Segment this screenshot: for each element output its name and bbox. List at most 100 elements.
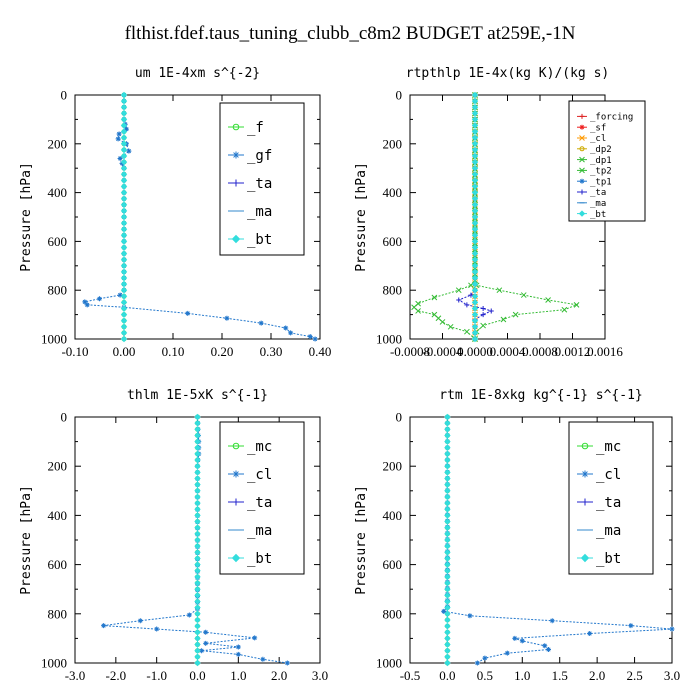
data-point bbox=[444, 549, 451, 556]
data-point bbox=[471, 250, 479, 257]
legend-label: _f bbox=[247, 120, 264, 136]
legend: _mc _cl _ta _ma _bt bbox=[219, 421, 305, 575]
data-point bbox=[444, 598, 451, 605]
data-point bbox=[545, 297, 551, 303]
y-tick-label: 800 bbox=[383, 606, 403, 621]
y-tick-label: 200 bbox=[383, 459, 403, 474]
y-tick-label: 1000 bbox=[41, 656, 67, 671]
data-point bbox=[186, 612, 192, 618]
data-point bbox=[471, 122, 479, 129]
data-point bbox=[154, 626, 160, 632]
chart-panel-1: um 1E-4xm s^{-2} Pressure [hPa] 0 200 400 600… bbox=[19, 66, 331, 359]
data-point bbox=[126, 148, 132, 154]
y-tick-label: 600 bbox=[48, 557, 68, 572]
x-tick-label: -0.10 bbox=[61, 344, 88, 359]
legend-marker bbox=[579, 189, 585, 195]
data-point bbox=[444, 629, 451, 636]
data-point bbox=[194, 622, 201, 630]
series-bt bbox=[194, 413, 201, 667]
data-point bbox=[471, 311, 479, 318]
data-point bbox=[120, 201, 128, 209]
data-point bbox=[194, 487, 201, 495]
data-point bbox=[185, 310, 191, 316]
data-point bbox=[444, 604, 451, 611]
data-point bbox=[235, 651, 241, 657]
legend-label: _tp2 bbox=[590, 167, 612, 177]
x-tick-label: 0.0 bbox=[439, 668, 455, 683]
y-tick-label: 1000 bbox=[376, 656, 402, 671]
data-point bbox=[447, 323, 454, 330]
x-tick-label: 0.20 bbox=[211, 344, 234, 359]
data-point bbox=[549, 618, 555, 624]
data-point bbox=[194, 506, 201, 513]
data-point bbox=[471, 140, 479, 148]
data-point bbox=[444, 592, 451, 599]
data-point bbox=[504, 650, 510, 656]
data-point bbox=[480, 312, 486, 318]
data-point bbox=[471, 256, 479, 263]
data-point bbox=[120, 152, 128, 160]
data-point bbox=[471, 262, 479, 270]
data-point bbox=[500, 316, 507, 323]
x-tick-label: -1.0 bbox=[146, 668, 167, 683]
data-point bbox=[194, 530, 201, 538]
data-point bbox=[471, 177, 479, 184]
x-tick-label: 0.0016 bbox=[587, 344, 623, 359]
y-tick-label: 200 bbox=[383, 136, 403, 151]
data-point bbox=[120, 299, 128, 306]
data-point bbox=[120, 335, 128, 343]
data-point bbox=[471, 286, 479, 294]
data-point bbox=[471, 158, 479, 166]
x-tick-label: 1.0 bbox=[514, 668, 530, 683]
chart-panel-3: thlm 1E-5xK s^{-1} Pressure [hPa] 0 200 400 6… bbox=[19, 388, 328, 683]
data-point bbox=[120, 122, 128, 129]
legend-label: _bt bbox=[247, 551, 272, 567]
data-point bbox=[199, 648, 205, 654]
y-tick-label: 400 bbox=[383, 508, 403, 523]
data-point bbox=[444, 426, 451, 433]
data-point bbox=[467, 613, 473, 619]
data-point bbox=[194, 555, 201, 562]
y-tick-label: 800 bbox=[383, 283, 403, 298]
data-point bbox=[444, 530, 451, 538]
panel-title: rtm 1E-8xkg kg^{-1} s^{-1} bbox=[439, 388, 643, 403]
data-point bbox=[194, 438, 201, 445]
data-point bbox=[120, 250, 128, 257]
data-point bbox=[194, 413, 201, 421]
legend-marker bbox=[579, 146, 585, 152]
legend-label: _bt bbox=[247, 232, 272, 248]
data-point bbox=[545, 646, 551, 652]
x-tick-label: 0.0008 bbox=[522, 344, 558, 359]
legend-label: _cl bbox=[247, 467, 272, 483]
legend-label: _sf bbox=[590, 123, 606, 133]
data-point bbox=[471, 293, 479, 300]
data-point bbox=[97, 296, 102, 302]
data-point bbox=[194, 635, 201, 642]
y-axis-label: Pressure [hPa] bbox=[354, 485, 369, 595]
legend-marker bbox=[231, 234, 241, 244]
legend-marker bbox=[232, 179, 240, 187]
data-point bbox=[471, 232, 479, 239]
data-point bbox=[441, 608, 447, 614]
panel-title: thlm 1E-5xK s^{-1} bbox=[127, 388, 268, 403]
legend-marker bbox=[579, 124, 585, 130]
data-point bbox=[312, 336, 318, 342]
legend-label: _ta bbox=[590, 188, 606, 198]
legend-label: _gf bbox=[247, 148, 272, 164]
data-point bbox=[471, 213, 479, 221]
data-point bbox=[471, 146, 479, 154]
data-point bbox=[194, 456, 201, 464]
data-point bbox=[444, 561, 451, 568]
data-point bbox=[84, 302, 90, 308]
y-tick-label: 400 bbox=[48, 508, 68, 523]
data-point bbox=[512, 635, 518, 641]
legend-label: _bt bbox=[596, 551, 621, 567]
data-point bbox=[444, 573, 451, 581]
legend-marker bbox=[581, 442, 589, 450]
legend-label: _tp1 bbox=[590, 177, 612, 187]
legend: _mc _cl _ta _ma _bt bbox=[568, 421, 654, 575]
data-point bbox=[444, 438, 451, 445]
x-tick-label: -0.0004 bbox=[422, 344, 463, 359]
x-tick-label: 0.0000 bbox=[457, 344, 493, 359]
